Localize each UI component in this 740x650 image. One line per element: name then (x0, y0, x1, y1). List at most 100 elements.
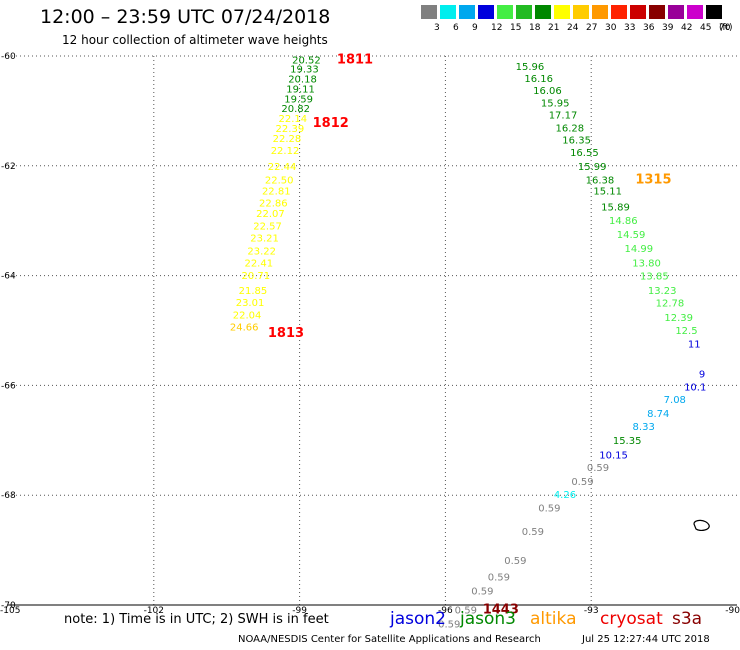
swh-value: 22.86 (259, 199, 288, 210)
legend-label: 18 (529, 23, 541, 33)
legend-label: 21 (548, 23, 560, 33)
swh-value: 19.33 (290, 65, 319, 76)
legend-label: 45 (700, 23, 712, 33)
lon-tick-label: -96 (438, 606, 453, 616)
pass-time-label: 1443 (483, 602, 519, 617)
swh-value: 11 (688, 340, 701, 351)
legend-label: 42 (681, 23, 693, 33)
swh-value: 0.59 (504, 556, 526, 567)
swh-value: 22.04 (233, 311, 262, 322)
swh-value: 4.26 (554, 490, 576, 501)
lon-tick-label: -102 (144, 606, 164, 616)
swh-value: 23.22 (247, 246, 276, 257)
satellite-s3a: s3a (672, 609, 703, 629)
swh-value: 16.55 (570, 148, 599, 159)
page-title: 12:00 – 23:59 UTC 07/24/2018 (40, 6, 331, 28)
lon-tick-label: -93 (584, 606, 599, 616)
swh-value: 22.12 (271, 146, 300, 157)
swh-value: 22.14 (278, 114, 307, 125)
swh-value: 12.78 (656, 299, 685, 310)
legend-label: 24 (567, 23, 579, 33)
swh-value: 22.44 (268, 162, 297, 173)
swh-value: 15.35 (613, 436, 642, 447)
lon-tick-label: -105 (0, 606, 20, 616)
swh-value: 16.06 (533, 86, 562, 97)
legend-swatch (421, 5, 437, 19)
legend-swatch (440, 5, 456, 19)
legend-unit: (ft) (719, 23, 733, 33)
altimeter-tracks: 20.5219.3320.1819.1119.5920.8222.1422.39… (230, 55, 706, 630)
swh-value: 22.57 (253, 222, 282, 233)
lon-tick-label: -99 (292, 606, 307, 616)
swh-value: 15.96 (516, 62, 545, 73)
legend-swatch (478, 5, 494, 19)
swh-value: 22.07 (256, 209, 285, 220)
legend-label: 70 (719, 23, 731, 33)
legend-swatch (573, 5, 589, 19)
swh-value: 10.15 (599, 451, 628, 462)
legend-swatch (706, 5, 722, 19)
swh-value: 13.85 (640, 272, 669, 283)
swh-value: 13.80 (632, 258, 661, 269)
swh-value: 20.82 (281, 104, 310, 115)
legend-swatch (459, 5, 475, 19)
lat-tick-label: -60 (1, 52, 16, 62)
island-outline (693, 519, 710, 531)
swh-value: 7.08 (664, 395, 686, 406)
swh-value: 0.59 (571, 477, 593, 488)
footer-note: note: 1) Time is in UTC; 2) SWH is in fe… (64, 612, 329, 627)
swh-value: 20.71 (242, 271, 271, 282)
swh-value: 22.41 (244, 258, 273, 269)
axis-ticks: -60 -62 -64 -66 -68 -70-105 -102 -99 -96 -93 -90 (0, 52, 740, 616)
swh-value: 8.74 (647, 409, 669, 420)
legend-swatch (668, 5, 684, 19)
swh-value: 14.99 (625, 244, 654, 255)
swh-value: 0.59 (522, 527, 544, 538)
swh-value: 17.17 (549, 111, 578, 122)
legend-label: 27 (586, 23, 598, 33)
pass-time-label: 1811 (337, 52, 373, 67)
swh-value: 10.1 (684, 382, 706, 393)
legend-swatch (611, 5, 627, 19)
satellite-altika: altika (530, 609, 577, 629)
swh-value: 23.01 (236, 298, 265, 309)
swh-value: 21.85 (239, 286, 268, 297)
swh-value: 12.5 (675, 326, 697, 337)
legend-label: 3 (434, 23, 440, 33)
legend-swatch (554, 5, 570, 19)
swh-value: 14.86 (609, 216, 638, 227)
swh-value: 22.50 (265, 176, 294, 187)
swh-value: 16.16 (524, 74, 553, 85)
swh-value: 16.28 (555, 123, 584, 134)
legend-label: 6 (453, 23, 459, 33)
swh-value: 15.89 (601, 202, 630, 213)
lat-tick-label: -66 (1, 381, 16, 391)
legend-swatch (535, 5, 551, 19)
legend-label: 30 (605, 23, 617, 33)
swh-value: 0.59 (538, 503, 560, 514)
swh-value: 14.59 (617, 230, 646, 241)
legend-label: 12 (491, 23, 503, 33)
swh-value: 0.59 (587, 463, 609, 474)
legend-label: 36 (643, 23, 655, 33)
swh-value: 19.59 (284, 94, 313, 105)
swh-value: 23.21 (250, 234, 279, 245)
credit-text: NOAA/NESDIS Center for Satellite Applica… (238, 634, 541, 645)
swh-value: 20.52 (292, 55, 321, 66)
swh-value: 12.39 (664, 313, 693, 324)
legend-label: 15 (510, 23, 522, 33)
swh-value: 20.18 (288, 75, 317, 86)
swh-value: 22.39 (276, 124, 305, 135)
swh-value: 8.33 (633, 422, 655, 433)
swh-value: 0.59 (455, 605, 477, 616)
legend-swatch (592, 5, 608, 19)
lat-tick-label: -70 (1, 601, 16, 611)
lat-tick-label: -62 (1, 162, 16, 172)
satellite-jason2: jason2 (390, 609, 446, 629)
legend-label: 33 (624, 23, 636, 33)
swh-value: 15.99 (578, 162, 607, 173)
pass-time-label: 1813 (268, 326, 304, 341)
page-subtitle: 12 hour collection of altimeter wave hei… (62, 33, 328, 47)
swh-value: 9 (699, 369, 705, 380)
